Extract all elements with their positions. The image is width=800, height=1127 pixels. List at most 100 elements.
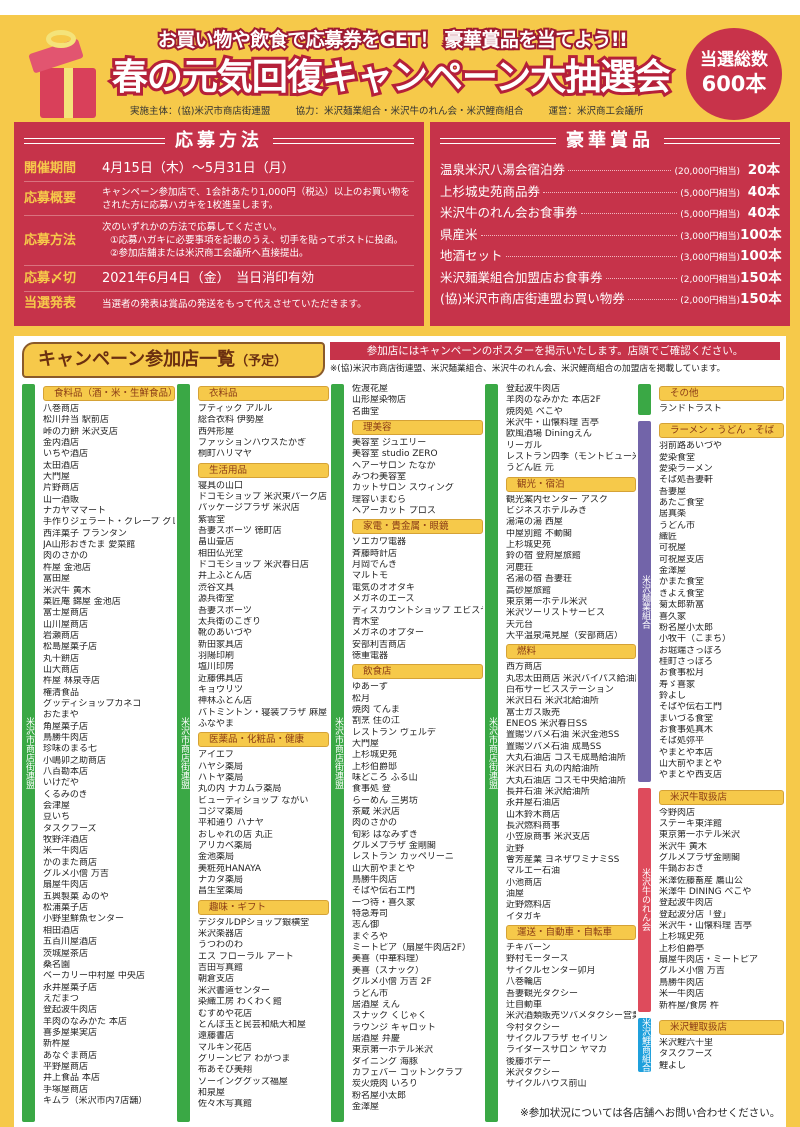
application-title: 応募方法 xyxy=(175,130,263,151)
store-item: メガネのエース xyxy=(352,594,415,605)
store-item: 富士ガス販売 xyxy=(506,707,561,718)
store-item: おしゃれの店 丸正 xyxy=(198,829,273,840)
store-item: お堀端さっぽろ xyxy=(659,645,723,656)
store-item: あなぐま商店 xyxy=(43,1050,98,1061)
store-item: 山大前やまとや xyxy=(352,863,416,874)
store-item: 月岡でんき xyxy=(352,560,398,571)
category-heading: 生活用品 xyxy=(198,462,329,478)
store-item: 愛染ラーメン xyxy=(659,464,713,475)
store-list-area xyxy=(14,336,786,1127)
store-item: 米沢酒類販売ツバメタクシー営業所 xyxy=(506,1011,636,1022)
leader-dots xyxy=(568,170,672,171)
prize-value: (5,000円相当) xyxy=(680,188,740,199)
prize-value: (20,000円相当) xyxy=(674,167,740,177)
store-item: 松島屋菓子店 xyxy=(43,642,98,653)
store-item: 吾妻観光タクシー xyxy=(506,988,579,999)
store-item: 大丸石油店 コスモ成島給油所 xyxy=(506,752,626,763)
store-item: 食事処 登 xyxy=(352,784,391,795)
store-item: マルエー石油 xyxy=(506,866,561,877)
store-item: 炭火焼肉 いろり xyxy=(352,1079,418,1090)
gift-box-illustration xyxy=(28,30,108,120)
store-item: 上杉城史苑 xyxy=(659,932,705,943)
store-column: 米沢市商店街連盟 登起波牛肉店 羊肉のなみかた 本店2F 焼肉処 べこや 米沢牛・山懐料… xyxy=(485,384,636,1122)
store-group: 米沢市商店街連盟 登起波牛肉店 羊肉のなみかた 本店2F 焼肉処 べこや 米沢牛・山懐料… xyxy=(485,384,636,1122)
store-item: ふなやま xyxy=(198,718,235,729)
store-item: 総合衣料 伊勢屋 xyxy=(198,415,264,426)
store-list-heading: キャンペーン参加店一覧（予定） xyxy=(22,342,325,378)
store-item: 新田家具店 xyxy=(198,639,244,650)
store-item: チキバーン xyxy=(506,943,551,954)
store-item: 金澤屋 xyxy=(352,1101,380,1112)
store-column: 米沢市商店街連盟 衣料品 ブティック アルル 総合衣料 伊勢屋 西舛形屋 ファッションハウ… xyxy=(177,384,329,1122)
store-item: アイエフ xyxy=(198,750,234,761)
store-item: 鯉よし xyxy=(659,1060,687,1071)
store-item: ミートピア（扇屋牛肉店2F） xyxy=(352,943,471,954)
total-winners-badge: 当選総数 600本 xyxy=(686,28,782,120)
store-item: 昌生堂薬局 xyxy=(198,886,244,897)
store-item: 杵屋 林泉寺店 xyxy=(43,676,100,687)
category-heading: 米沢牛取扱店 xyxy=(659,789,784,805)
store-item: グルメプラザ金剛閣 xyxy=(659,853,741,864)
store-item: 寿ゞ喜家 xyxy=(659,679,696,690)
store-item: 米沢牛 黄木 xyxy=(659,841,707,852)
store-item: ハヤシ薬局 xyxy=(198,761,244,772)
store-item: ハトヤ薬局 xyxy=(198,772,244,783)
store-item: 味どころ ふる山 xyxy=(352,772,418,783)
store-item: 米澤牛 DINING べこや xyxy=(659,887,752,898)
store-item: 居真楽 xyxy=(659,509,687,520)
group-bar: 米沢市商店街連盟 xyxy=(331,384,344,1122)
store-item: 特急寿司 xyxy=(352,909,389,920)
store-item: 珍味のまる七 xyxy=(43,744,98,755)
store-item: 可祝屋支店 xyxy=(659,554,705,565)
store-item: ダイニング 海豚 xyxy=(352,1056,418,1067)
store-item: マルトモ xyxy=(352,571,389,582)
store-item: 米沢日石 米沢北給油所 xyxy=(506,696,599,707)
store-item: 吾妻スポーツ xyxy=(198,605,252,616)
store-item: 井上ふとん店 xyxy=(198,571,253,582)
deadline-value: 2021年6月4日（金） 当日消印有効 xyxy=(102,270,315,286)
prize-value: (5,000円相当) xyxy=(680,210,740,220)
store-item: 小池商店 xyxy=(506,877,543,888)
store-column: その他 ランドトラスト 米沢麺業組合 ラーメン・うどん・そば 羽前路あいづや 愛染食堂 愛染… xyxy=(638,384,784,1072)
store-item: 喜久家 xyxy=(659,611,687,622)
store-item: 染織工房 わくわく館 xyxy=(198,997,282,1008)
organizers: 実施主体：(協)米沢市商店街連盟 協力：米沢麺業組合・米沢牛のれん会・米沢鯉商組… xyxy=(130,105,730,118)
store-item: やまとや西支店 xyxy=(659,770,723,781)
store-item: 米沢鯉六十里 xyxy=(659,1037,714,1048)
prize-name: 温泉米沢八湯会宿泊券 xyxy=(440,162,566,177)
store-item: 粉名屋小太郎 xyxy=(659,622,714,633)
store-item: 美容室 ジュエリー xyxy=(352,438,427,449)
store-item: 会津屋 xyxy=(43,801,71,812)
store-item: 茶蔵 米沢店 xyxy=(352,807,400,817)
store-group: 米沢市商店街連盟 食料品（酒・米・生鮮食品） 八巻商店 松川弁当 駅前店 峠の力餅 米沢… xyxy=(22,384,175,1122)
store-item: バトミントン・寝装プラザ 麻屋 xyxy=(198,707,328,718)
store-item: 後藤ボデー xyxy=(506,1056,552,1067)
store-item: 小嶋卯之助商店 xyxy=(43,755,107,766)
group-bar xyxy=(638,384,651,416)
store-item: ランドトラスト xyxy=(659,404,722,414)
store-group: 米沢麺業組合 ラーメン・うどん・そば 羽前路あいづや 愛染食堂 愛染ラーメン そば処吾妻軒… xyxy=(638,421,784,782)
store-item: 今村タクシー xyxy=(506,1022,561,1033)
store-item: 上杉城史苑 xyxy=(506,540,552,551)
category-heading: ラーメン・うどん・そば xyxy=(659,423,784,439)
store-item: くるみのき xyxy=(43,789,88,800)
store-item: 名湯の宿 吾妻荘 xyxy=(506,574,572,585)
prize-count: 40本 xyxy=(747,205,780,221)
store-item: 神林ふとん店 xyxy=(198,696,253,707)
store-item: 遠藤書店 xyxy=(198,1031,235,1042)
store-item: やまとや本店 xyxy=(659,747,714,758)
store-item: 一つ待・喜久家 xyxy=(352,897,416,908)
store-item: 鈴よし xyxy=(659,690,687,701)
store-item: 新杵屋/食房 杵 xyxy=(659,1000,719,1011)
store-item: 小牧干（こまち） xyxy=(659,634,732,645)
store-item: 松川弁当 駅前店 xyxy=(43,415,109,426)
store-item: 岩瀬商店 xyxy=(43,630,80,641)
store-item: 安部利吉商店 xyxy=(352,639,407,650)
store-item: 置賜ツバメ石油 米沢金池SS xyxy=(506,730,620,741)
announcement-value: 当選者の発表は賞品の発送をもって代えさせていただきます。 xyxy=(102,298,367,310)
group-content: 登起波牛肉店 羊肉のなみかた 本店2F 焼肉処 べこや 米沢牛・山懐料理 吉亭 欧風酒場… xyxy=(506,384,636,1122)
store-list-title: キャンペーン参加店一覧 xyxy=(38,349,236,370)
method-value: 次のいずれかの方法で応募してください。 xyxy=(102,222,282,233)
store-item: 新杵屋 xyxy=(43,1039,71,1050)
store-item: えだまつ xyxy=(43,993,79,1004)
